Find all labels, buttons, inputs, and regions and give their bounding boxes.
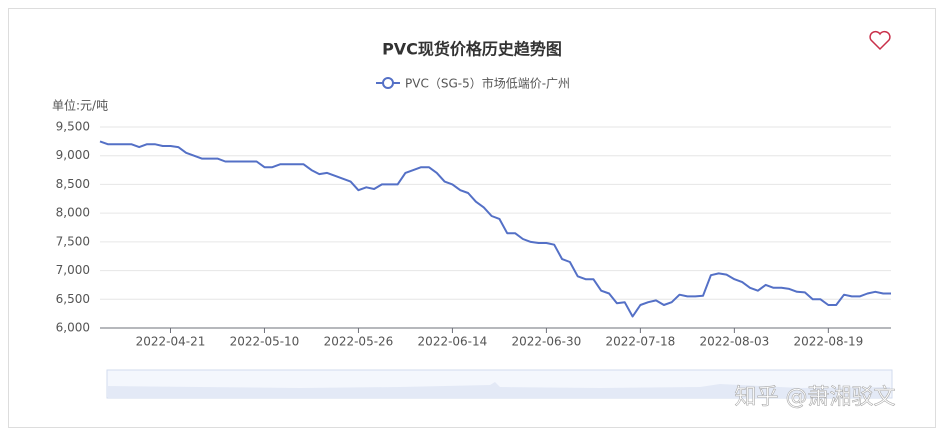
favorite-button[interactable]: [869, 30, 891, 51]
y-tick-label: 7,000: [56, 263, 90, 277]
y-tick-label: 6,500: [56, 292, 90, 306]
zoom-preview: [108, 382, 890, 398]
x-tick-label: 2022-07-18: [606, 335, 676, 349]
legend-marker: [382, 77, 394, 89]
x-tick-label: 2022-08-19: [793, 335, 863, 349]
x-tick-label: 2022-06-30: [512, 335, 582, 349]
y-tick-label: 9,000: [56, 148, 90, 162]
y-tick-label: 6,000: [56, 321, 90, 335]
legend-label[interactable]: PVC（SG-5）市场低端价-广州: [405, 76, 570, 91]
y-tick-label: 8,500: [56, 177, 90, 191]
chart-title: PVC现货价格历史趋势图: [382, 40, 562, 59]
x-tick-label: 2022-08-03: [699, 335, 769, 349]
frame: [8, 8, 936, 428]
x-tick-label: 2022-04-21: [136, 335, 206, 349]
heart-icon[interactable]: [869, 30, 891, 51]
x-tick-label: 2022-06-14: [418, 335, 488, 349]
x-tick-label: 2022-05-10: [230, 335, 300, 349]
y-tick-label: 9,500: [56, 120, 90, 134]
y-axis-label: 单位:元/吨: [52, 98, 108, 113]
x-tick-label: 2022-05-26: [324, 335, 394, 349]
watermark: 知乎 @萧湘驳文: [735, 385, 896, 410]
data-zoom[interactable]: [106, 369, 893, 399]
y-tick-label: 8,000: [56, 206, 90, 220]
series-line: [99, 140, 891, 318]
y-tick-label: 7,500: [56, 234, 90, 248]
